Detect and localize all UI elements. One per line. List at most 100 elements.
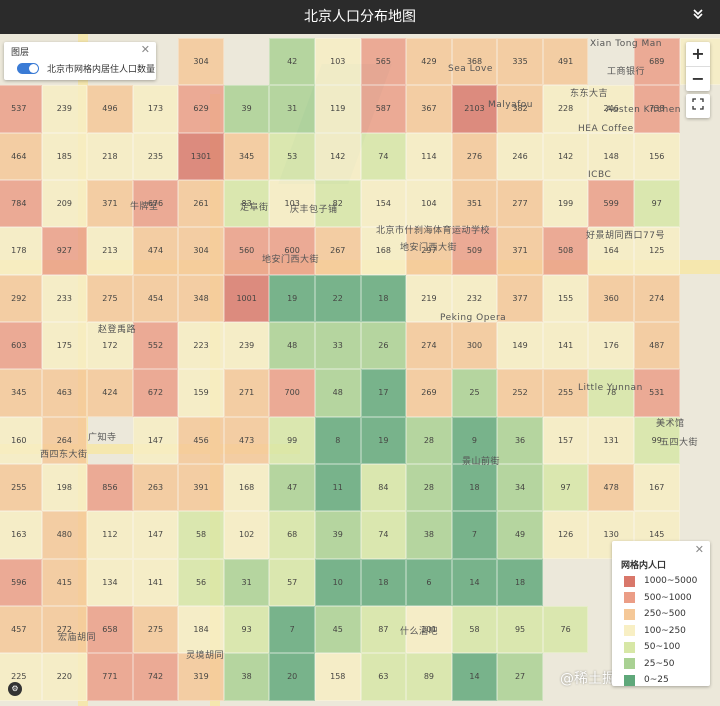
grid-cell[interactable]: 142 [542, 132, 589, 180]
grid-cell[interactable]: 464 [0, 132, 42, 180]
grid-cell[interactable]: 225 [0, 653, 42, 701]
grid-cell[interactable]: 272 [41, 605, 88, 654]
grid-cell[interactable]: 367 [406, 85, 452, 133]
grid-cell[interactable]: 233 [41, 274, 88, 322]
grid-cell[interactable]: 474 [132, 227, 179, 275]
grid-cell[interactable]: 172 [87, 321, 133, 370]
grid-cell[interactable]: 19 [269, 274, 315, 322]
grid-cell[interactable]: 159 [178, 369, 224, 417]
grid-cell[interactable]: 49 [497, 511, 543, 559]
grid-cell[interactable]: 38 [406, 511, 452, 559]
grid-cell[interactable]: 371 [87, 179, 133, 228]
grid-cell[interactable]: 246 [588, 85, 634, 133]
grid-cell[interactable]: 31 [269, 85, 315, 133]
grid-cell[interactable]: 58 [178, 511, 224, 559]
grid-cell[interactable]: 142 [314, 132, 361, 180]
grid-cell[interactable]: 11 [314, 463, 361, 512]
grid-cell[interactable]: 7 [451, 511, 498, 559]
grid-cell[interactable]: 141 [542, 321, 589, 370]
grid-cell[interactable]: 57 [269, 558, 315, 606]
grid-cell[interactable]: 99 [633, 416, 680, 464]
grid-cell[interactable]: 263 [132, 463, 179, 512]
grid-cell[interactable]: 508 [542, 227, 589, 275]
chevron-down-icon[interactable] [688, 7, 708, 27]
close-icon[interactable]: ✕ [694, 543, 704, 556]
grid-cell[interactable]: 738 [633, 85, 680, 133]
grid-cell[interactable]: 391 [178, 463, 224, 512]
grid-cell[interactable]: 415 [41, 558, 88, 606]
grid-cell[interactable]: 478 [588, 463, 634, 512]
grid-cell[interactable]: 119 [314, 85, 361, 133]
grid-cell[interactable]: 454 [132, 274, 179, 322]
grid-cell[interactable]: 368 [451, 38, 498, 86]
grid-cell[interactable]: 34 [497, 463, 543, 512]
grid-cell[interactable]: 176 [588, 321, 634, 370]
grid-cell[interactable]: 6 [406, 558, 452, 606]
grid-cell[interactable]: 7 [269, 605, 315, 654]
grid-cell[interactable]: 275 [87, 274, 133, 322]
fullscreen-icon[interactable] [686, 94, 710, 118]
grid-cell[interactable]: 198 [41, 463, 88, 512]
grid-cell[interactable]: 496 [87, 85, 133, 133]
map-canvas[interactable]: 3044210356542936833549168917053723949617… [0, 34, 720, 706]
grid-cell[interactable]: 82 [314, 179, 361, 228]
grid-cell[interactable]: 658 [87, 605, 133, 654]
grid-cell[interactable]: 223 [178, 321, 224, 370]
grid-cell[interactable]: 429 [406, 38, 452, 86]
grid-cell[interactable]: 565 [360, 38, 407, 86]
grid-cell[interactable]: 218 [87, 132, 133, 180]
grid-cell[interactable]: 134 [87, 558, 133, 606]
grid-cell[interactable]: 676 [132, 179, 179, 228]
grid-cell[interactable]: 103 [269, 179, 315, 228]
grid-cell[interactable]: 377 [497, 274, 543, 322]
grid-cell[interactable]: 185 [41, 132, 88, 180]
grid-cell[interactable]: 473 [223, 416, 270, 464]
grid-cell[interactable]: 163 [0, 511, 42, 559]
settings-icon[interactable]: ⚙ [8, 682, 22, 696]
grid-cell[interactable]: 14 [451, 558, 498, 606]
grid-cell[interactable]: 560 [223, 227, 270, 275]
grid-cell[interactable]: 487 [633, 321, 680, 370]
grid-cell[interactable]: 56 [178, 558, 224, 606]
grid-cell[interactable]: 22 [314, 274, 361, 322]
grid-cell[interactable]: 255 [0, 463, 42, 512]
grid-cell[interactable]: 131 [588, 416, 634, 464]
grid-cell[interactable]: 599 [588, 179, 634, 228]
grid-cell[interactable]: 95 [497, 605, 543, 654]
grid-cell[interactable]: 382 [497, 85, 543, 133]
grid-cell[interactable]: 351 [451, 179, 498, 228]
grid-cell[interactable]: 246 [497, 132, 543, 180]
grid-cell[interactable]: 89 [406, 653, 452, 701]
close-icon[interactable]: ✕ [140, 43, 150, 56]
grid-cell[interactable]: 537 [0, 85, 42, 133]
grid-cell[interactable]: 125 [633, 227, 680, 275]
grid-cell[interactable]: 304 [178, 38, 224, 86]
grid-cell[interactable]: 102 [223, 511, 270, 559]
grid-cell[interactable]: 277 [497, 179, 543, 228]
grid-cell[interactable]: 39 [223, 85, 270, 133]
grid-cell[interactable]: 771 [87, 653, 133, 701]
grid-cell[interactable]: 228 [542, 85, 589, 133]
grid-cell[interactable]: 26 [360, 321, 407, 370]
grid-cell[interactable]: 531 [633, 369, 680, 417]
grid-cell[interactable]: 103 [314, 38, 361, 86]
grid-cell[interactable]: 68 [269, 511, 315, 559]
grid-cell[interactable]: 2103 [451, 85, 498, 133]
grid-cell[interactable]: 83 [223, 179, 270, 228]
grid-cell[interactable]: 154 [360, 179, 407, 228]
grid-cell[interactable]: 304 [178, 227, 224, 275]
grid-cell[interactable]: 239 [223, 321, 270, 370]
grid-cell[interactable]: 78 [588, 369, 634, 417]
grid-cell[interactable]: 84 [360, 463, 407, 512]
grid-cell[interactable]: 271 [223, 369, 270, 417]
grid-cell[interactable]: 53 [269, 132, 315, 180]
grid-cell[interactable]: 239 [41, 85, 88, 133]
grid-cell[interactable]: 147 [132, 416, 179, 464]
grid-cell[interactable]: 17 [360, 369, 407, 417]
grid-cell[interactable]: 74 [360, 511, 407, 559]
grid-cell[interactable]: 147 [132, 511, 179, 559]
grid-cell[interactable]: 348 [178, 274, 224, 322]
grid-cell[interactable]: 112 [87, 511, 133, 559]
minus-icon[interactable]: − [691, 69, 705, 88]
grid-cell[interactable]: 275 [132, 605, 179, 654]
